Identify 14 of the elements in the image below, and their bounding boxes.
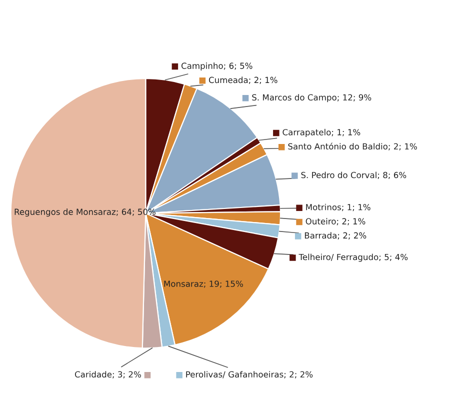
legend-label: S. Marcos do Campo; 12; 9% [252,94,372,102]
legend-label: Motrinos; 1; 1% [306,204,370,212]
legend-label: Telheiro/ Ferragudo; 5; 4% [298,254,408,262]
legend-label: Outeiro; 2; 1% [306,218,366,226]
slice-label: Caridade; 3; 2% [74,371,141,378]
legend-label: S. Pedro do Corval; 8; 6% [301,172,406,180]
legend-label: Carrapatelo; 1; 1% [282,128,360,137]
legend-label: Cumeada; 2; 1% [208,76,278,84]
legend-label: Santo António do Baldio; 2; 1% [288,142,417,150]
legend-label: Barrada; 2; 2% [304,232,366,240]
slice-label: Reguengos de Monsaraz; 64; 50% [14,208,156,217]
legend-label: Campinho; 6; 5% [181,62,252,71]
slice-label: Monsaraz; 19; 15% [164,280,243,288]
legend-label: Perolivas/ Gafanhoeiras; 2; 2% [186,371,313,378]
